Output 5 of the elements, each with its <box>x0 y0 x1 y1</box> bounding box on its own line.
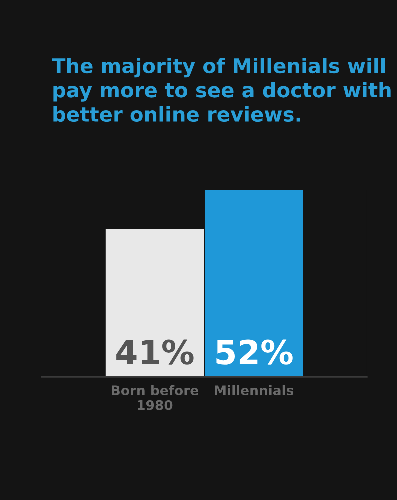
data-label: 52% <box>216 340 293 365</box>
x-tick-label: Millennials <box>215 385 294 396</box>
chart-title: The majority of Millenials will pay more to see a doctor with better online reviews. <box>52 58 391 122</box>
data-label: 41% <box>116 340 194 365</box>
x-tick-label: Born before 1980 <box>112 385 198 410</box>
